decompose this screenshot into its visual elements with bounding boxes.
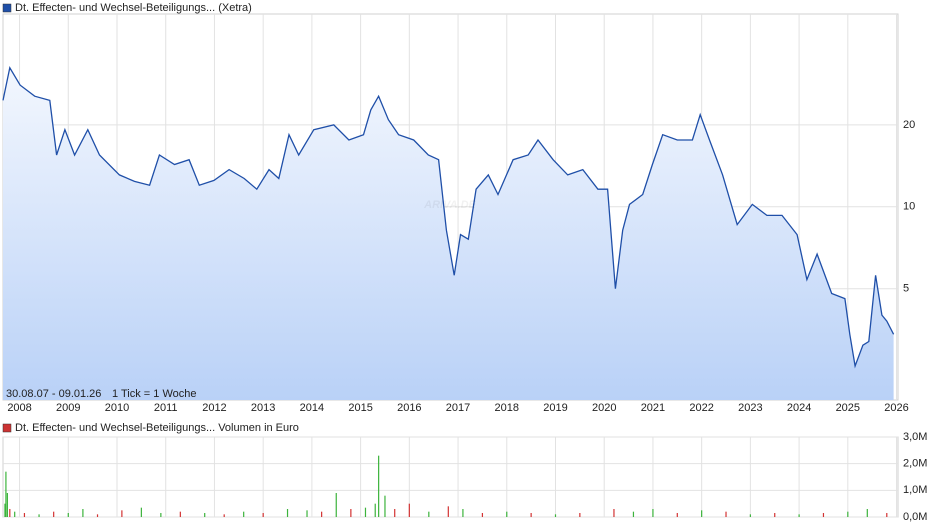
- volume-bar: [554, 514, 557, 517]
- volume-bar: [53, 511, 55, 517]
- volume-bar: [847, 511, 849, 517]
- volume-bar: [160, 513, 162, 517]
- volume-bar: [462, 509, 464, 517]
- volume-bar: [23, 513, 26, 517]
- volume-bar: [798, 514, 800, 517]
- volume-bar: [866, 509, 868, 517]
- volume-bar: [4, 503, 6, 517]
- volume-bar: [204, 513, 206, 517]
- volume-bar: [262, 513, 264, 517]
- x-tick-label: 2022: [689, 402, 713, 414]
- y-tick-label: 20: [903, 119, 915, 131]
- watermark: ARIVA.DE: [423, 199, 476, 211]
- y-tick-label: 10: [903, 201, 915, 213]
- volume-bar: [394, 509, 396, 517]
- x-tick-label: 2014: [300, 402, 324, 414]
- volume-bar: [408, 503, 410, 517]
- legend-swatch: [2, 3, 12, 13]
- x-tick-label: 2018: [495, 402, 519, 414]
- volume-bar: [447, 506, 449, 517]
- volume-bar: [223, 514, 225, 517]
- x-tick-label: 2023: [738, 402, 762, 414]
- volume-bar: [321, 511, 323, 517]
- x-tick-label: 2016: [397, 402, 421, 414]
- legend-label: Dt. Effecten- und Wechsel-Beteiligungs..…: [15, 2, 252, 14]
- volume-bar: [384, 495, 386, 517]
- tick-note: 1 Tick = 1 Woche: [112, 388, 196, 400]
- volume-bar: [140, 507, 142, 517]
- volume-bar: [179, 511, 181, 517]
- range-label: 30.08.07 - 09.01.26: [6, 388, 101, 400]
- x-tick-label: 2017: [446, 402, 470, 414]
- x-tick-label: 2019: [543, 402, 567, 414]
- volume-bar: [506, 511, 508, 517]
- x-tick-label: 2013: [251, 402, 275, 414]
- volume-bar: [364, 507, 367, 517]
- volume-bar: [725, 511, 727, 517]
- volume-bar: [749, 514, 751, 517]
- price-line: [2, 66, 895, 369]
- x-tick-label: 2011: [154, 402, 178, 414]
- x-tick-label: 2008: [7, 402, 31, 414]
- volume-bar: [481, 513, 484, 517]
- x-tick-label: 2020: [592, 402, 616, 414]
- volume-bar: [9, 509, 11, 517]
- volume-bar: [530, 513, 532, 517]
- x-tick-label: 2024: [787, 402, 811, 414]
- volume-bar: [5, 471, 7, 517]
- y-tick-label: 5: [903, 283, 909, 295]
- y-tick-label: 2,0M: [903, 458, 927, 470]
- x-tick-label: 2010: [105, 402, 129, 414]
- volume-bar: [67, 513, 69, 517]
- volume-bar: [428, 511, 430, 517]
- y-tick-label: 0,0M: [903, 511, 927, 523]
- legend-label: Dt. Effecten- und Wechsel-Beteiligungs..…: [15, 422, 299, 434]
- x-tick-label: 2012: [202, 402, 226, 414]
- x-tick-label: 2025: [836, 402, 860, 414]
- volume-bar: [306, 510, 308, 517]
- volume-bar: [335, 493, 337, 517]
- volume-bar: [632, 511, 635, 517]
- x-tick-label: 2015: [348, 402, 372, 414]
- volume-bar: [350, 509, 352, 517]
- y-tick-label: 3,0M: [903, 431, 927, 443]
- volume-bar: [886, 513, 888, 517]
- price-area: [3, 67, 894, 401]
- volume-bar: [38, 514, 40, 517]
- legend-swatch: [2, 423, 12, 433]
- volume-bar: [652, 509, 654, 517]
- volume-bar: [579, 513, 581, 517]
- volume-bar: [774, 513, 776, 517]
- y-tick-label: 1,0M: [903, 484, 927, 496]
- volume-bar: [701, 510, 703, 517]
- volume-bar: [378, 455, 380, 517]
- volume-bar: [286, 509, 289, 517]
- volume-bar: [374, 503, 376, 517]
- volume-bar: [82, 509, 84, 517]
- volume-bar: [6, 493, 8, 517]
- volume-bar: [676, 513, 678, 517]
- volume-bar: [613, 509, 615, 517]
- volume-bar: [243, 511, 245, 517]
- x-tick-label: 2021: [641, 402, 665, 414]
- x-tick-label: 2009: [56, 402, 80, 414]
- volume-bar: [822, 513, 825, 517]
- volume-bar: [121, 510, 123, 517]
- volume-bar: [14, 511, 16, 517]
- volume-bar: [96, 514, 99, 517]
- x-tick-label: 2026: [884, 402, 908, 414]
